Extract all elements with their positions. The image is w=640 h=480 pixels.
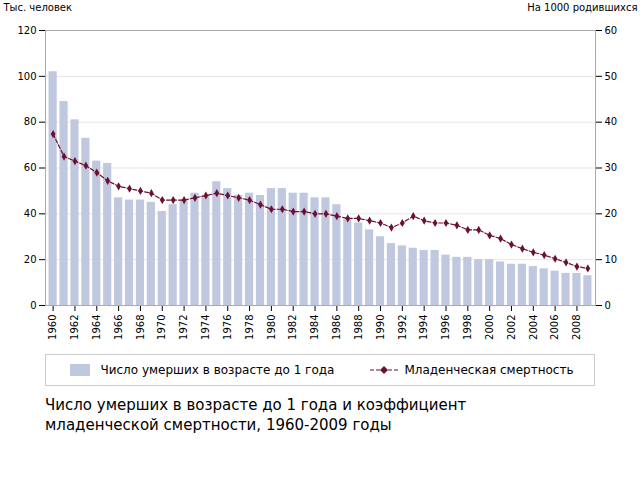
svg-text:1980: 1980 — [266, 315, 277, 340]
svg-text:60: 60 — [605, 25, 618, 36]
svg-text:80: 80 — [24, 116, 37, 127]
svg-text:10: 10 — [605, 254, 618, 265]
svg-text:120: 120 — [17, 25, 36, 36]
svg-text:1966: 1966 — [113, 315, 124, 340]
svg-text:1982: 1982 — [287, 315, 298, 340]
svg-text:Тыс. человек: Тыс. человек — [3, 2, 73, 13]
svg-text:1990: 1990 — [375, 315, 386, 340]
svg-text:На 1000 родившихся: На 1000 родившихся — [527, 2, 637, 13]
svg-text:20: 20 — [605, 208, 618, 219]
svg-text:1960: 1960 — [47, 315, 58, 340]
svg-text:100: 100 — [17, 71, 36, 82]
svg-text:1972: 1972 — [178, 315, 189, 340]
svg-text:1992: 1992 — [397, 315, 408, 340]
svg-text:1978: 1978 — [244, 315, 255, 340]
svg-text:1984: 1984 — [309, 315, 320, 340]
svg-text:1986: 1986 — [331, 315, 342, 340]
svg-text:0: 0 — [605, 300, 611, 311]
svg-text:1994: 1994 — [418, 315, 429, 340]
svg-text:1970: 1970 — [156, 315, 167, 340]
svg-text:20: 20 — [24, 254, 37, 265]
svg-text:1988: 1988 — [353, 315, 364, 340]
svg-text:0: 0 — [30, 300, 36, 311]
svg-text:40: 40 — [24, 208, 37, 219]
html-text:Число умерших в возрасте до 1: Число умерших в возрасте до 1 года и коэ… — [45, 396, 467, 434]
svg-text:2004: 2004 — [527, 315, 538, 340]
svg-text:1964: 1964 — [91, 315, 102, 340]
svg-text:1974: 1974 — [200, 315, 211, 340]
svg-text:60: 60 — [24, 162, 37, 173]
html-text:Младенческая смертность: Младенческая смертность — [404, 363, 574, 377]
svg-text:2000: 2000 — [484, 315, 495, 340]
svg-text:2002: 2002 — [506, 315, 517, 340]
svg-text:50: 50 — [605, 71, 618, 82]
svg-text:2008: 2008 — [571, 315, 582, 340]
svg-text:30: 30 — [605, 162, 618, 173]
svg-text:1976: 1976 — [222, 315, 233, 340]
html-text:Число умерших в возрасте до 1: Число умерших в возрасте до 1 года — [100, 363, 335, 377]
svg-text:1968: 1968 — [135, 315, 146, 340]
svg-text:1996: 1996 — [440, 315, 451, 340]
svg-text:2006: 2006 — [549, 315, 560, 340]
svg-text:1998: 1998 — [462, 315, 473, 340]
svg-text:1962: 1962 — [69, 315, 80, 340]
svg-text:40: 40 — [605, 116, 618, 127]
